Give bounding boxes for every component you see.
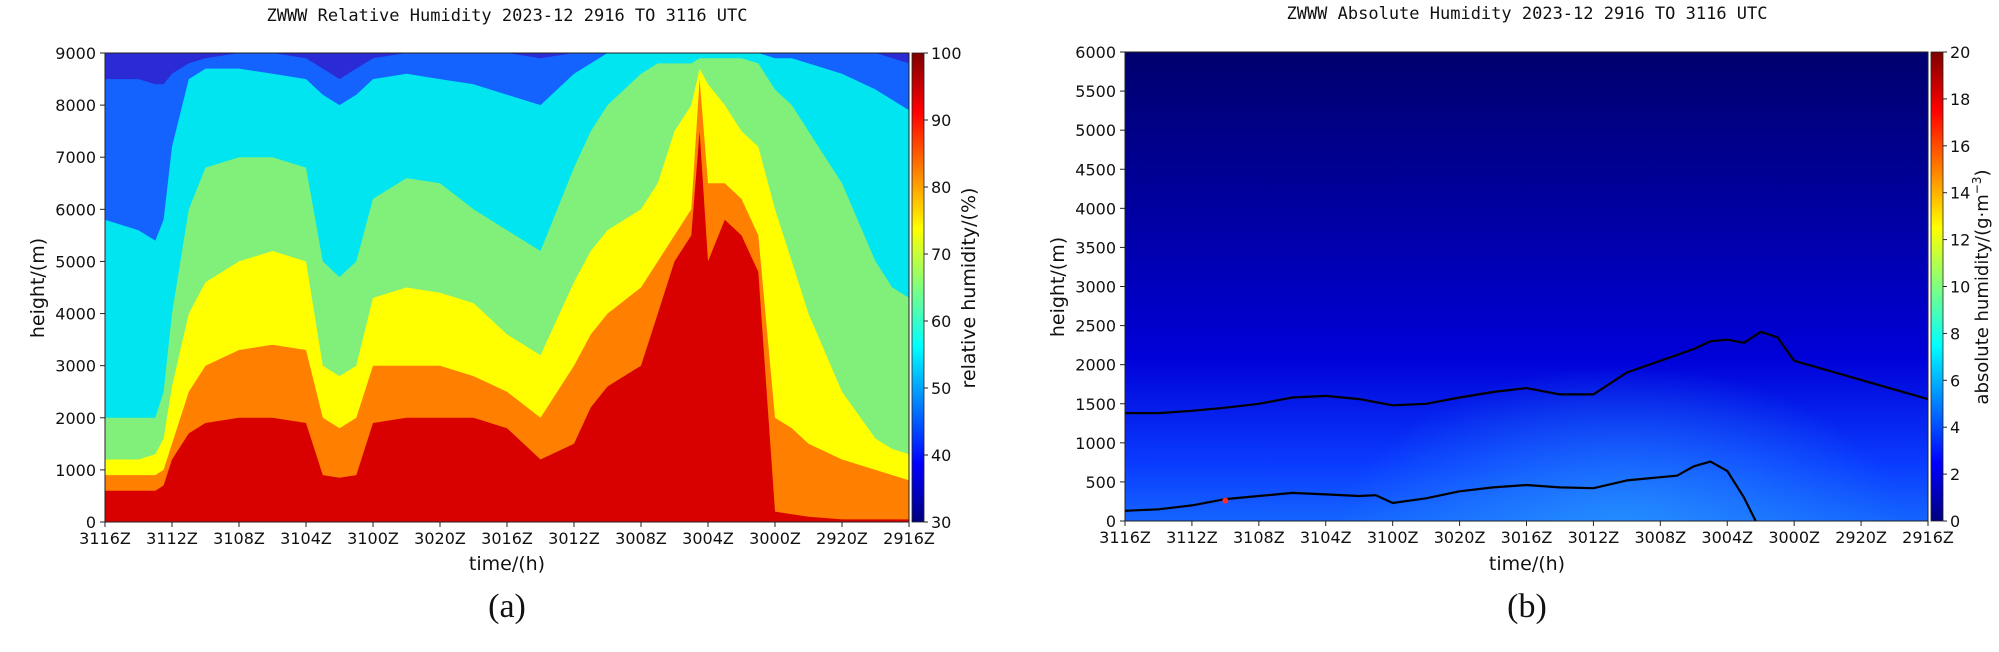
- y-tick-label: 0: [86, 513, 96, 532]
- y-tick-label: 5000: [55, 252, 96, 271]
- x-tick-label: 2916Z: [883, 529, 935, 548]
- rh-level-90: [105, 131, 909, 522]
- x-tick-label: 3020Z: [1434, 528, 1486, 547]
- y-tick-label: 500: [1085, 473, 1116, 492]
- x-axis-label: time/(h): [1489, 553, 1565, 575]
- x-axis: 3116Z 3112Z 3108Z 3104Z 3100Z 3020Z 3016Z 3012Z…: [79, 522, 935, 548]
- x-tick-label: 2916Z: [1902, 528, 1954, 547]
- y-tick-label: 0: [1106, 512, 1116, 531]
- y-tick-label: 2500: [1075, 317, 1116, 336]
- y-tick-label: 2000: [55, 409, 96, 428]
- x-tick-label: 3004Z: [1701, 528, 1753, 547]
- y-tick-label: 3500: [1075, 238, 1116, 257]
- y-tick-label: 5000: [1075, 121, 1116, 140]
- colorbar: [1930, 51, 1944, 522]
- y-tick-label: 5500: [1075, 82, 1116, 101]
- x-tick-label: 3000Z: [1768, 528, 1820, 547]
- y-axis-label: height/(m): [27, 238, 49, 338]
- x-tick-label: 3116Z: [1099, 528, 1151, 547]
- x-axis-label: time/(h): [469, 553, 545, 575]
- colorbar-tick-label: 8: [1950, 324, 1960, 343]
- chart-title: ZWWW Absolute Humidity 2023-12 2916 TO 3…: [1286, 4, 1767, 24]
- chart-title: ZWWW Relative Humidity 2023-12 2916 TO 3…: [266, 6, 747, 26]
- colorbar-tick-label: 30: [931, 513, 951, 532]
- colorbar-tick-label: 50: [931, 379, 951, 398]
- x-tick-label: 3016Z: [1501, 528, 1553, 547]
- colorbar-tick-label: 90: [931, 111, 951, 130]
- y-tick-label: 1000: [1075, 434, 1116, 453]
- x-tick-label: 3012Z: [548, 529, 600, 548]
- y-tick-label: 1500: [1075, 395, 1116, 414]
- colorbar-tick-label: 100: [931, 44, 962, 63]
- y-axis-label: height/(m): [1047, 237, 1069, 337]
- x-tick-label: 3108Z: [1233, 528, 1285, 547]
- y-tick-label: 4000: [1075, 199, 1116, 218]
- x-tick-label: 3008Z: [1634, 528, 1686, 547]
- y-tick-label: 4000: [55, 305, 96, 324]
- panel-a: ZWWW Relative Humidity 2023-12 2916 TO 3…: [27, 6, 980, 625]
- colorbar-tick-label: 18: [1950, 90, 1970, 109]
- x-tick-label: 3108Z: [213, 529, 265, 548]
- colorbar-tick-label: 40: [931, 446, 951, 465]
- y-tick-label: 4500: [1075, 160, 1116, 179]
- colorbar-tick-label: 10: [1950, 278, 1970, 297]
- y-tick-label: 9000: [55, 44, 96, 63]
- colorbar-tick-label: 14: [1950, 184, 1970, 203]
- rh-heatmap: [105, 53, 909, 522]
- data-marker: [1222, 497, 1229, 504]
- y-tick-label: 1000: [55, 461, 96, 480]
- colorbar-tick-label: 6: [1950, 371, 1960, 390]
- y-axis: 0 1000 2000 3000 4000 5000 6000 7000 8000 9000: [55, 44, 105, 532]
- colorbar-tick-label: 16: [1950, 137, 1970, 156]
- colorbar-label-main: absolute humidity/(g·m: [1972, 194, 1993, 404]
- panel-caption: (b): [1507, 588, 1547, 625]
- x-tick-label: 3004Z: [682, 529, 734, 548]
- panel-caption: (a): [488, 588, 526, 625]
- colorbar-ticks: 30 40 50 60 70 80 90 100: [924, 44, 962, 532]
- ah-heatmap: [1125, 52, 1928, 521]
- contour-line-2: [1125, 460, 1757, 521]
- x-tick-label: 3020Z: [414, 529, 466, 548]
- colorbar-tick-label: 60: [931, 312, 951, 331]
- contour-line-1: [1125, 330, 1928, 415]
- x-tick-label: 3100Z: [347, 529, 399, 548]
- colorbar-tick-label: 2: [1950, 465, 1960, 484]
- y-tick-label: 2000: [1075, 356, 1116, 375]
- x-tick-label: 3008Z: [615, 529, 667, 548]
- x-tick-label: 2920Z: [1835, 528, 1887, 547]
- colorbar-label-exponent: −3: [1970, 176, 1984, 194]
- x-tick-label: 3012Z: [1568, 528, 1620, 547]
- y-tick-label: 6000: [55, 200, 96, 219]
- x-tick-label: 3000Z: [749, 529, 801, 548]
- x-tick-label: 3112Z: [1166, 528, 1218, 547]
- y-tick-label: 3000: [1075, 278, 1116, 297]
- colorbar-tick-label: 4: [1950, 418, 1960, 437]
- x-tick-label: 3104Z: [280, 529, 332, 548]
- colorbar: [911, 52, 925, 523]
- y-tick-label: 7000: [55, 148, 96, 167]
- colorbar-label: absolute humidity/(g·m−3): [1970, 169, 1993, 404]
- colorbar-tick-label: 70: [931, 245, 951, 264]
- x-tick-label: 3112Z: [146, 529, 198, 548]
- x-tick-label: 3104Z: [1300, 528, 1352, 547]
- y-tick-label: 3000: [55, 357, 96, 376]
- colorbar-label-suffix: ): [1972, 169, 1993, 176]
- ah-surface-glow: [1125, 52, 1928, 521]
- colorbar-tick-label: 80: [931, 178, 951, 197]
- colorbar-tick-label: 12: [1950, 231, 1970, 250]
- colorbar-ticks: 0 2 4 6 8 10 12 14 16 18 20: [1943, 43, 1970, 531]
- y-tick-label: 8000: [55, 96, 96, 115]
- x-tick-label: 2920Z: [816, 529, 868, 548]
- x-tick-label: 3016Z: [481, 529, 533, 548]
- x-axis: 3116Z 3112Z 3108Z 3104Z 3100Z 3020Z 3016Z 3012Z…: [1099, 521, 1954, 547]
- colorbar-label: relative humidity/(%): [958, 188, 980, 389]
- colorbar-tick-label: 20: [1950, 43, 1970, 62]
- y-axis: 0 500 1000 1500 2000 2500 3000 3500 4000 4500 5000…: [1075, 43, 1125, 531]
- colorbar-tick-label: 0: [1950, 512, 1960, 531]
- x-tick-label: 3100Z: [1367, 528, 1419, 547]
- x-tick-label: 3116Z: [79, 529, 131, 548]
- y-tick-label: 6000: [1075, 43, 1116, 62]
- panel-b: ZWWW Absolute Humidity 2023-12 2916 TO 3…: [1047, 4, 1993, 625]
